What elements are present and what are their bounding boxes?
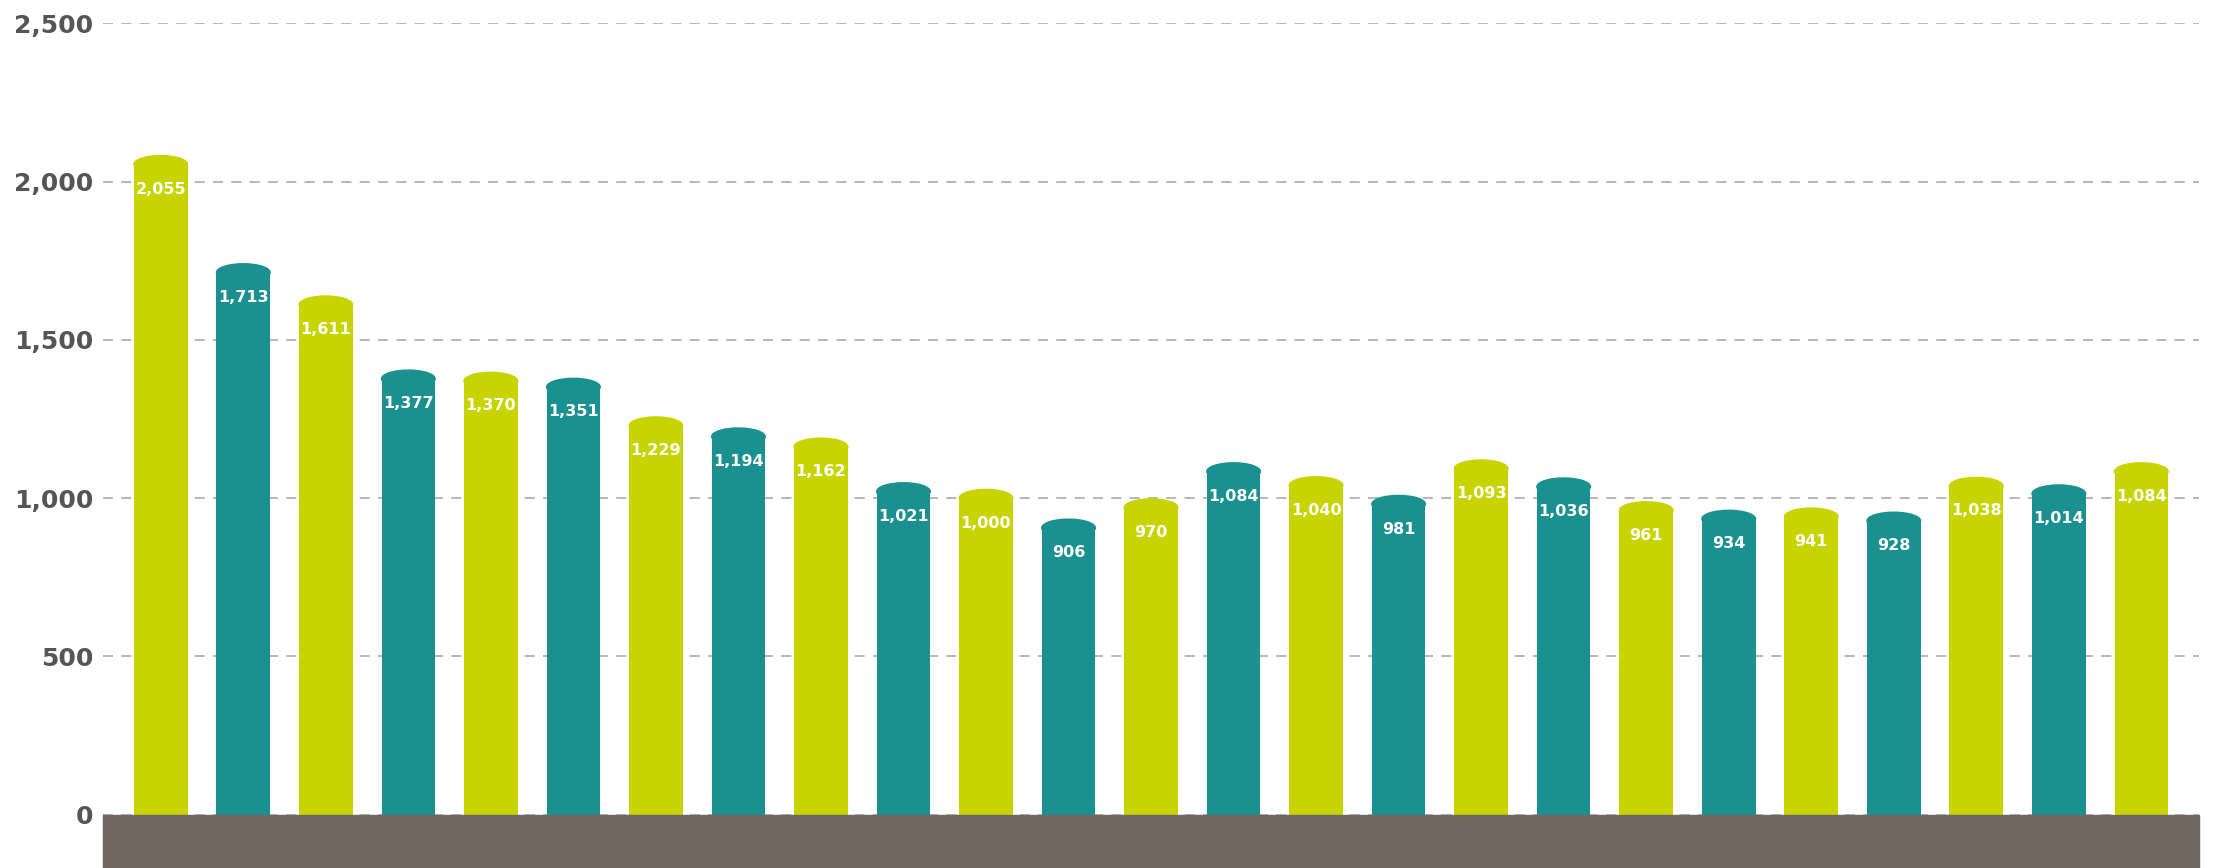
Ellipse shape — [1206, 463, 1261, 480]
Ellipse shape — [217, 264, 270, 281]
Ellipse shape — [2116, 463, 2169, 480]
Bar — [1536, 487, 1591, 814]
Ellipse shape — [1042, 519, 1095, 536]
Ellipse shape — [1950, 477, 2003, 495]
Bar — [465, 381, 518, 814]
Text: 1,713: 1,713 — [217, 290, 268, 305]
Text: 934: 934 — [1713, 536, 1746, 551]
Text: 1,370: 1,370 — [465, 398, 516, 413]
Ellipse shape — [381, 370, 436, 387]
Bar — [1702, 519, 1755, 814]
Text: 1,377: 1,377 — [383, 396, 434, 411]
Text: 941: 941 — [1795, 534, 1828, 549]
Ellipse shape — [547, 378, 600, 396]
Text: 1,084: 1,084 — [2116, 489, 2167, 504]
Bar — [1950, 486, 2003, 814]
Ellipse shape — [1620, 502, 1673, 519]
Text: 1,162: 1,162 — [797, 464, 845, 479]
Text: 1,084: 1,084 — [1208, 489, 1259, 504]
Bar — [217, 273, 270, 814]
Text: 961: 961 — [1629, 528, 1662, 542]
Ellipse shape — [465, 372, 518, 390]
Text: 970: 970 — [1135, 525, 1168, 540]
Ellipse shape — [299, 296, 352, 313]
Text: 1,036: 1,036 — [1538, 504, 1589, 519]
Ellipse shape — [1372, 496, 1425, 513]
Ellipse shape — [628, 417, 684, 434]
Ellipse shape — [713, 428, 766, 445]
Ellipse shape — [1536, 478, 1591, 496]
Ellipse shape — [876, 483, 929, 500]
Bar — [1372, 504, 1425, 814]
Ellipse shape — [794, 438, 848, 456]
Text: 1,229: 1,229 — [631, 443, 682, 458]
Bar — [958, 498, 1014, 814]
Ellipse shape — [135, 155, 188, 173]
Bar — [2116, 471, 2169, 814]
Ellipse shape — [1784, 508, 1839, 525]
Text: 1,014: 1,014 — [2034, 511, 2085, 526]
Ellipse shape — [1702, 510, 1755, 528]
Bar — [1868, 521, 1921, 814]
Text: 1,021: 1,021 — [879, 509, 929, 524]
Text: 981: 981 — [1381, 522, 1416, 536]
Bar — [135, 164, 188, 814]
Ellipse shape — [1124, 499, 1177, 516]
Bar — [2032, 494, 2085, 814]
Text: 1,611: 1,611 — [301, 322, 352, 337]
Text: 2,055: 2,055 — [135, 181, 186, 197]
Bar — [1290, 485, 1343, 814]
Bar — [628, 425, 684, 814]
Bar — [1206, 471, 1261, 814]
Bar — [1124, 508, 1177, 814]
Ellipse shape — [958, 490, 1014, 507]
Bar — [1620, 510, 1673, 814]
Bar — [547, 387, 600, 814]
Text: 1,040: 1,040 — [1290, 503, 1341, 518]
Text: 1,194: 1,194 — [713, 454, 763, 469]
Bar — [713, 437, 766, 814]
Bar — [299, 305, 352, 814]
Bar — [1784, 516, 1839, 814]
Bar — [876, 491, 929, 814]
Bar — [794, 447, 848, 814]
Ellipse shape — [2032, 485, 2085, 503]
Bar — [381, 378, 436, 814]
Ellipse shape — [1868, 512, 1921, 529]
Text: 1,093: 1,093 — [1456, 486, 1507, 501]
Ellipse shape — [1454, 460, 1507, 477]
Ellipse shape — [1290, 477, 1343, 494]
Text: 1,038: 1,038 — [1952, 503, 2001, 518]
Text: 1,351: 1,351 — [549, 404, 600, 419]
Text: 928: 928 — [1877, 538, 1910, 553]
Text: 1,000: 1,000 — [960, 516, 1011, 530]
Text: 906: 906 — [1051, 545, 1084, 560]
Bar — [1042, 528, 1095, 814]
Bar — [1454, 469, 1507, 814]
